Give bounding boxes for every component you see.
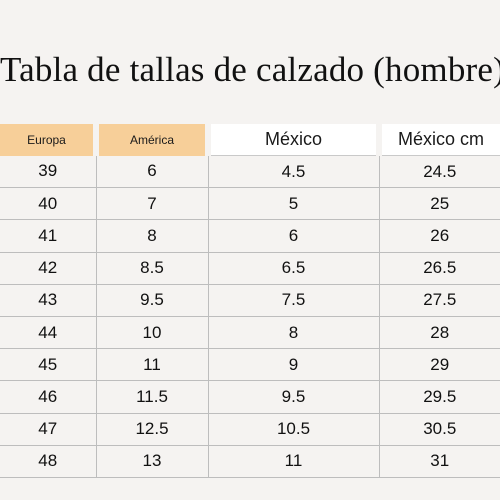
- cell-mexico-cm: 29.5: [379, 381, 500, 413]
- cell-europa: 39: [0, 156, 96, 188]
- cell-america: 8.5: [96, 252, 208, 284]
- cell-america: 11.5: [96, 381, 208, 413]
- size-chart-table: Europa América México México cm 39 6 4.5 24…: [0, 124, 500, 478]
- cell-mexico: 8: [208, 316, 379, 348]
- cell-america: 9.5: [96, 284, 208, 316]
- cell-europa: 42: [0, 252, 96, 284]
- table-row: 43 9.5 7.5 27.5: [0, 284, 500, 316]
- cell-mexico-cm: 29: [379, 349, 500, 381]
- table-row: 42 8.5 6.5 26.5: [0, 252, 500, 284]
- column-header-mexico-cm: México cm: [379, 124, 500, 156]
- cell-mexico: 6: [208, 220, 379, 252]
- cell-america: 12.5: [96, 413, 208, 445]
- cell-mexico-cm: 24.5: [379, 156, 500, 188]
- cell-mexico-cm: 30.5: [379, 413, 500, 445]
- cell-europa: 44: [0, 316, 96, 348]
- cell-mexico: 6.5: [208, 252, 379, 284]
- cell-europa: 41: [0, 220, 96, 252]
- cell-america: 11: [96, 349, 208, 381]
- cell-europa: 43: [0, 284, 96, 316]
- cell-america: 6: [96, 156, 208, 188]
- column-header-mexico: México: [208, 124, 379, 156]
- table-row: 40 7 5 25: [0, 188, 500, 220]
- table-header-row: Europa América México México cm: [0, 124, 500, 156]
- page-title: Tabla de tallas de calzado (hombre): [0, 48, 500, 92]
- cell-mexico: 7.5: [208, 284, 379, 316]
- cell-mexico-cm: 26: [379, 220, 500, 252]
- table-row: 48 13 11 31: [0, 445, 500, 477]
- cell-mexico: 11: [208, 445, 379, 477]
- cell-america: 8: [96, 220, 208, 252]
- cell-mexico: 9: [208, 349, 379, 381]
- cell-mexico-cm: 25: [379, 188, 500, 220]
- cell-europa: 47: [0, 413, 96, 445]
- table-row: 46 11.5 9.5 29.5: [0, 381, 500, 413]
- table-row: 47 12.5 10.5 30.5: [0, 413, 500, 445]
- table-row: 41 8 6 26: [0, 220, 500, 252]
- cell-mexico-cm: 28: [379, 316, 500, 348]
- table-body: 39 6 4.5 24.5 40 7 5 25 41 8 6 26 42 8.5 6.5 26.5 43 9.5 7…: [0, 156, 500, 478]
- table-row: 45 11 9 29: [0, 349, 500, 381]
- cell-mexico: 9.5: [208, 381, 379, 413]
- column-header-europa: Europa: [0, 124, 96, 156]
- cell-europa: 45: [0, 349, 96, 381]
- cell-mexico-cm: 27.5: [379, 284, 500, 316]
- cell-europa: 46: [0, 381, 96, 413]
- cell-america: 7: [96, 188, 208, 220]
- column-header-america: América: [96, 124, 208, 156]
- cell-america: 10: [96, 316, 208, 348]
- cell-america: 13: [96, 445, 208, 477]
- table-row: 44 10 8 28: [0, 316, 500, 348]
- table-row: 39 6 4.5 24.5: [0, 156, 500, 188]
- cell-mexico-cm: 26.5: [379, 252, 500, 284]
- cell-mexico: 5: [208, 188, 379, 220]
- cell-europa: 48: [0, 445, 96, 477]
- cell-mexico: 10.5: [208, 413, 379, 445]
- cell-mexico-cm: 31: [379, 445, 500, 477]
- cell-mexico: 4.5: [208, 156, 379, 188]
- cell-europa: 40: [0, 188, 96, 220]
